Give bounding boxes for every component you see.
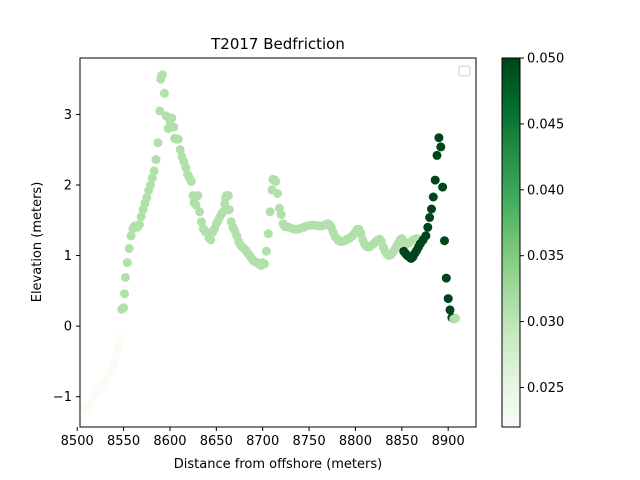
y-axis-label: Elevation (meters) [30,182,45,303]
data-point [265,207,275,217]
data-point [441,273,451,283]
data-point [107,365,116,375]
data-point [197,217,206,227]
data-point [155,106,165,116]
y-tick-label: 3 [64,108,72,123]
data-point [260,259,270,269]
y-tick-label: −1 [53,390,72,405]
data-point [146,180,155,190]
data-point [167,113,177,123]
y-tick-label: 2 [64,178,72,193]
x-tick-label: 8650 [200,434,233,449]
data-point [224,205,234,215]
x-tick-label: 8850 [385,434,418,449]
data-point [159,88,169,98]
data-point [115,334,125,344]
data-point [440,236,449,246]
data-point [151,155,161,165]
data-point [186,177,196,186]
legend-box [458,65,471,77]
x-axis-label: Distance from offshore (meters) [174,457,382,472]
y-axis: −1 0 1 2 3 [53,108,80,405]
data-point [193,191,203,201]
x-tick-label: 8550 [107,434,140,449]
data-point [147,173,157,183]
data-point [124,244,134,253]
data-point [142,193,152,203]
data-point [158,70,167,80]
points-layer [82,70,461,414]
data-point [425,213,435,222]
data-point [149,166,159,176]
y-tick-label: 0 [64,320,72,335]
data-point [436,142,446,152]
data-point [119,303,129,313]
data-point [263,229,273,239]
data-point [223,191,233,201]
data-point [120,289,129,299]
data-point [273,189,282,198]
data-point [191,200,201,210]
data-point [261,246,271,256]
data-point [276,210,286,220]
data-point [181,162,191,172]
colorbar-tick-label: 0.030 [527,315,564,330]
data-point [173,134,183,144]
data-point [122,258,132,268]
data-point [423,222,433,232]
data-point [432,150,442,160]
data-point [428,192,438,202]
data-point [109,358,119,368]
data-point [113,342,123,352]
x-tick-label: 8750 [293,434,326,449]
data-point [195,207,205,217]
colorbar-tick-label: 0.025 [527,381,564,396]
x-tick-label: 8800 [339,434,372,449]
data-point [438,182,448,192]
chart-title: T2017 Bedfriction [210,35,345,53]
data-point [421,231,431,241]
data-point [134,220,144,229]
data-point [111,351,121,361]
data-point [153,138,163,148]
data-point [136,212,146,222]
colorbar-tick-label: 0.040 [527,183,564,198]
data-point [445,305,455,315]
data-point [430,175,440,185]
colorbar-ticks: 0.025 0.030 0.035 0.040 0.045 0.050 [520,52,564,396]
data-point [443,294,453,304]
colorbar [501,57,521,428]
data-point [126,231,136,241]
data-point [120,272,130,282]
plot-area-frame [79,57,477,428]
y-tick-label: 1 [64,249,72,264]
colorbar-tick-label: 0.045 [527,117,564,132]
x-axis: 8500 8550 8600 8650 8700 8750 8800 8850 8900 [61,427,465,449]
colorbar-tick-label: 0.050 [527,52,564,67]
data-point [206,235,216,245]
x-tick-label: 8600 [153,434,186,449]
data-point [271,177,281,186]
data-point [169,122,179,132]
data-point [427,204,436,214]
colorbar-tick-label: 0.035 [527,249,564,264]
x-tick-label: 8700 [246,434,279,449]
x-tick-label: 8900 [432,434,465,449]
data-point [434,133,444,143]
data-point [451,313,461,323]
x-tick-label: 8500 [61,434,94,449]
data-point [175,145,185,155]
